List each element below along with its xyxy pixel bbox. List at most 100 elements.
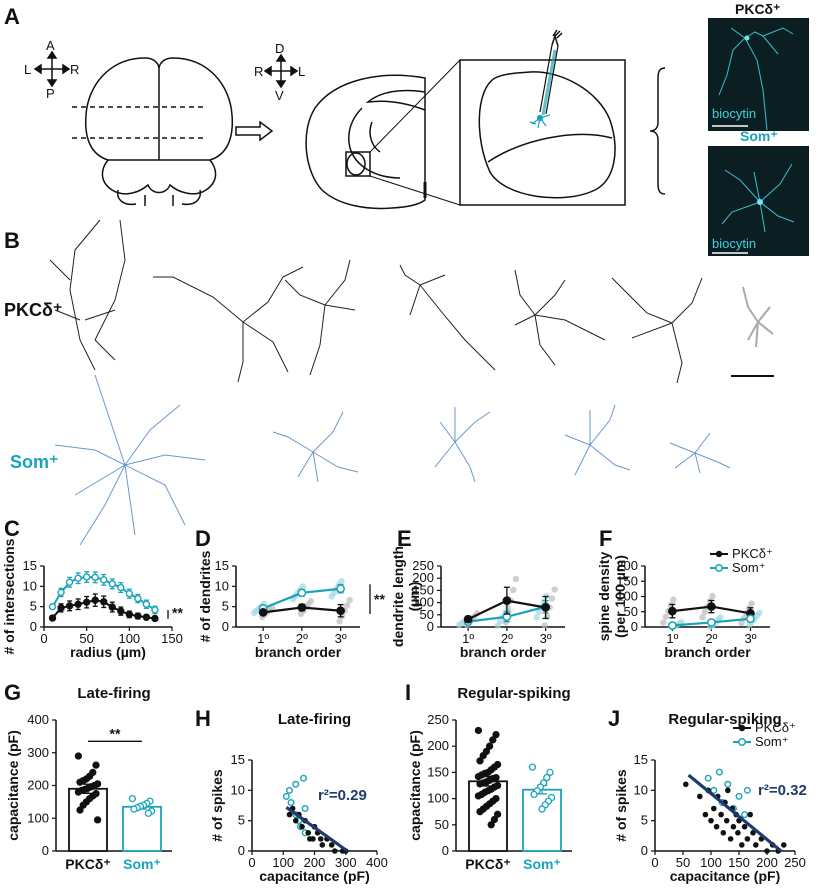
data-point-som	[300, 774, 308, 782]
significance-marker: **	[172, 605, 183, 621]
chart-c-intersections: 0 5 10 15 # of intersections radius (µm) 0 50 10…	[1, 538, 183, 660]
x-axis-label: branch order	[664, 644, 751, 660]
data-point-pkc	[725, 787, 731, 794]
data-point-som	[91, 573, 99, 582]
y-axis-label: # of spikes	[613, 769, 629, 842]
legend-label-som: Som⁺	[732, 560, 766, 575]
data-point-pkc	[117, 607, 125, 615]
data-point-pkc	[741, 823, 748, 830]
data-point-pkc	[708, 817, 714, 824]
y-axis-label: capacitance (pF)	[5, 730, 21, 840]
data-point-pkc	[730, 823, 737, 830]
significance-marker: **	[110, 725, 121, 741]
cell-point-pkc	[660, 619, 667, 626]
data-point-som	[704, 774, 712, 782]
x-axis-label: capacitance (pF)	[259, 868, 369, 884]
y-tick-label: 5	[30, 599, 37, 614]
y-axis-label: capacitance (pF)	[407, 730, 423, 840]
y-tick-label: 200	[427, 738, 449, 753]
legend-marker-pkc	[738, 724, 746, 732]
data-point-pkc	[764, 848, 770, 854]
data-point-som	[724, 780, 732, 788]
data-point-som	[707, 618, 716, 627]
y-axis-label: # of spikes	[209, 769, 225, 842]
data-point-pkc	[711, 805, 717, 812]
chart-title: Regular-spiking	[457, 685, 570, 702]
x-tick-label: 3º	[744, 631, 756, 646]
orientation-cross-coronal-view	[263, 53, 299, 89]
legend-label-pkc: PKCδ⁺	[732, 546, 773, 561]
data-point-pkc	[667, 606, 677, 616]
y-tick-label: 50	[624, 604, 638, 619]
micrograph-stain-som: biocytin	[712, 236, 756, 251]
cell-point-pkc	[748, 600, 755, 607]
data-point-som	[125, 589, 134, 598]
cell-point-som	[528, 763, 537, 771]
cell-point-pkc	[479, 751, 487, 760]
cell-point-som	[538, 805, 546, 813]
cell-point-pkc	[79, 801, 87, 809]
cell-point-pkc	[74, 788, 83, 796]
y-tick-label: 50	[420, 607, 434, 622]
y-tick-label: 15	[634, 752, 648, 767]
cell-point-som	[717, 614, 724, 621]
data-point-som	[117, 583, 125, 592]
chart-i-capacitance-regular: 0 50 100 150 200 250 capacitance (pF) Regular-s…	[407, 685, 572, 872]
data-point-pkc	[258, 608, 268, 617]
cell-point-pkc	[474, 792, 483, 800]
x-tick-label: 1º	[666, 631, 678, 646]
data-point-som	[746, 614, 755, 624]
som-neuron-reconstructions	[54, 374, 731, 546]
cell-point-pkc	[485, 742, 494, 750]
data-point-pkc	[739, 842, 745, 848]
cell-point-som	[543, 773, 551, 782]
x-tick-label: 2º	[705, 631, 717, 646]
y-tick-label: 10	[231, 782, 245, 797]
legend-label-pkc: PKCδ⁺	[755, 720, 796, 735]
y-tick-label: 200	[412, 570, 434, 585]
micrograph-som: biocytin	[708, 146, 809, 256]
magnified-amygdala-drawing	[459, 29, 626, 206]
cell-point-pkc	[541, 622, 548, 629]
x-axis-label: branch order	[255, 644, 342, 660]
chart-title: Regular-spiking	[668, 711, 781, 728]
orient-ventral-label: V	[275, 88, 284, 103]
y-tick-label: 0	[427, 619, 434, 634]
coronal-section-drawing	[305, 59, 461, 210]
data-point-pkc	[65, 602, 74, 610]
data-point-pkc	[713, 823, 720, 830]
data-point-som	[282, 792, 290, 800]
panel-a: A A P L R D V	[4, 1, 809, 256]
cell-point-som	[533, 614, 540, 621]
y-tick-label: 200	[27, 778, 49, 793]
data-point-som	[65, 578, 74, 586]
x-category-label: Som⁺	[523, 856, 561, 872]
data-point-som	[667, 621, 677, 630]
y-tick-label: 10	[23, 578, 37, 593]
data-point-som	[142, 600, 151, 608]
data-point-pkc	[727, 836, 734, 842]
data-point-som	[336, 584, 345, 594]
y-axis-label: spine density(per 100 µm)	[596, 552, 628, 642]
cell-point-pkc	[662, 613, 670, 621]
x-category-label: PKCδ⁺	[65, 856, 110, 872]
cell-point-som	[130, 805, 138, 813]
chart-h-spikes-late: 0 5 10 15 # of spikes capacitance (pF) Late-fi…	[209, 711, 388, 884]
data-point-pkc	[735, 830, 741, 836]
chart-j-spikes-regular: 0 5 10 15 # of spikes capacitance (pF) Regular…	[613, 711, 807, 884]
x-category-label: Som⁺	[123, 856, 161, 872]
x-axis-label: radius (µm)	[70, 644, 146, 660]
x-tick-label: 300	[335, 855, 357, 870]
recorded-neuron-sketch	[529, 49, 557, 129]
data-point-pkc	[328, 842, 335, 848]
cell-point-pkc	[489, 736, 497, 744]
panel-label-i: I	[405, 680, 411, 705]
y-tick-label: 0	[222, 619, 229, 634]
micrograph-label-pkc: PKCδ⁺	[735, 1, 780, 17]
panel-label-d: D	[195, 526, 211, 551]
cell-point-som	[756, 609, 763, 616]
legend-marker-pkc	[715, 550, 723, 558]
orient-right-label: R	[70, 62, 79, 77]
